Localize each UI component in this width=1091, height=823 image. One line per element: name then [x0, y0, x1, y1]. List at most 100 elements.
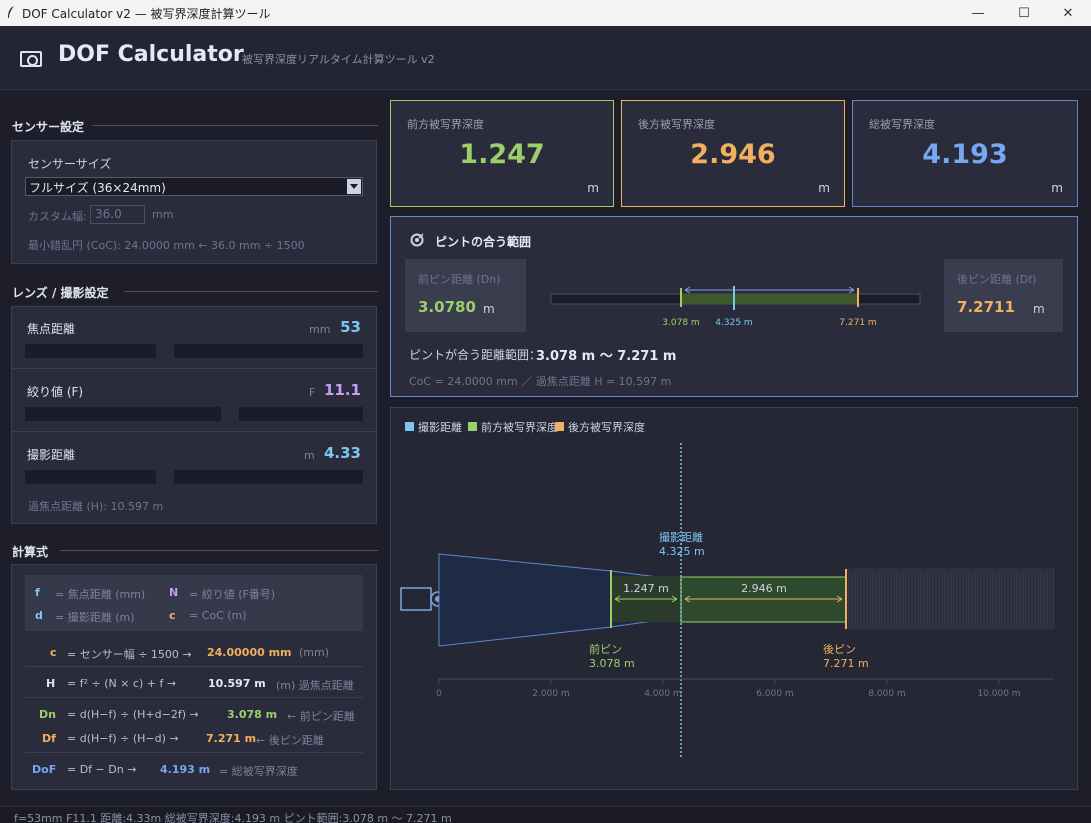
app-header: DOF Calculator 被写界深度リアルタイム計算ツール v2 [0, 26, 1091, 90]
symbol-d-desc: = 撮影距離 (m) [55, 611, 135, 624]
formula-expression: = センサー幅 ÷ 1500 → [67, 648, 192, 661]
rear-length-label: 2.946 m [741, 582, 787, 595]
near-focus-label: 前ピン距離 (Dn) [418, 273, 501, 286]
axis-tick-label: 6.000 m [756, 689, 793, 699]
custom-width-unit: mm [152, 208, 174, 221]
symbol-c: c [169, 609, 176, 622]
camera-body-icon [400, 587, 432, 611]
window-title: DOF Calculator v2 — 被写界深度計算ツール [22, 7, 271, 21]
total-dof-card: 総被写界深度 4.193 m [852, 100, 1078, 207]
formula-note: (m) 過焦点距離 [276, 679, 354, 692]
dof-diagram-panel: 撮影距離 前方被写界深度 後方被写界深度 1.247 m 2.946 m 撮影距… [390, 407, 1078, 790]
focal-length-slider-track[interactable] [174, 344, 363, 358]
formula-expression: = f² ÷ (N × c) + f → [67, 677, 177, 690]
legend-swatch-front [468, 422, 477, 431]
legend-rear: 後方被写界深度 [568, 420, 645, 434]
sensor-size-label: センサーサイズ [28, 157, 112, 171]
front-length-label: 1.247 m [623, 582, 669, 595]
sensor-size-select[interactable]: フルサイズ (36×24mm) [25, 177, 363, 196]
legend-front: 前方被写界深度 [481, 420, 558, 434]
app-subtitle: 被写界深度リアルタイム計算ツール v2 [242, 53, 435, 66]
focus-range-title: ピントの合う範囲 [435, 235, 532, 249]
beyond-far-hatch [847, 568, 1055, 630]
in-focus-range [681, 294, 858, 304]
total-dof-unit: m [1051, 181, 1063, 195]
focal-length-label: 焦点距離 [27, 322, 76, 336]
axis-tick-label: 4.000 m [644, 689, 681, 699]
status-bar: f=53mm F11.1 距離:4.33m 総被写界深度:4.193 m ピント… [0, 806, 1091, 823]
aperture-value: 11.1 [323, 381, 361, 399]
arrow-head-icon [614, 595, 678, 603]
distance-slider-track[interactable] [25, 470, 156, 484]
custom-width-input[interactable]: 36.0 [90, 205, 145, 224]
arrow-head-icon [684, 286, 855, 294]
minimize-button[interactable]: — [971, 5, 985, 21]
axis-tick-label: 8.000 m [868, 689, 905, 699]
aperture-unit: F [309, 386, 316, 399]
formula-symbol: Df [42, 732, 56, 745]
window-titlebar: DOF Calculator v2 — 被写界深度計算ツール — ☐ ✕ [0, 0, 1091, 26]
focal-length-unit: mm [309, 323, 331, 336]
hyperfocal-text: 過焦点距離 (H): 10.597 m [28, 500, 164, 513]
far-limit-value: 7.271 m [823, 657, 869, 670]
focal-length-slider-track[interactable] [25, 344, 156, 358]
symbol-c-desc: = CoC (m) [189, 609, 247, 622]
far-focus-box: 後ピン距離 (Df) 7.2711 m [944, 259, 1063, 332]
divider [92, 125, 378, 126]
aperture-slider-track[interactable] [239, 407, 363, 421]
app-title: DOF Calculator [58, 42, 244, 67]
range-footer: CoC = 24.0000 mm ／ 過焦点距離 H = 10.597 m [409, 375, 672, 388]
span-value: 3.078 m 〜 7.271 m [536, 349, 677, 364]
aperture-slider-track[interactable] [25, 407, 221, 421]
formula-note: ← 後ピン距離 [256, 734, 324, 747]
distance-control: 撮影距離 m 4.33 [11, 432, 377, 495]
focus-range-panel: ピントの合う範囲 前ピン距離 (Dn) 3.0780 m 後ピン距離 (Df) … [390, 216, 1078, 397]
formula-symbol: H [46, 677, 56, 690]
far-focus-value: 7.2711 [957, 298, 1015, 316]
rear-dof-value: 2.946 [690, 139, 776, 170]
near-focus-value: 3.0780 [418, 298, 476, 316]
legend-swatch-distance [405, 422, 414, 431]
formula-expression: = Df − Dn → [67, 763, 137, 776]
focus-distance-label: 撮影距離 [659, 530, 703, 544]
front-dof-card: 前方被写界深度 1.247 m [390, 100, 614, 207]
chevron-down-icon[interactable] [347, 179, 361, 194]
near-focus-unit: m [483, 302, 495, 316]
rear-dof-card: 後方被写界深度 2.946 m [621, 100, 845, 207]
custom-width-label: カスタム幅: [28, 210, 87, 223]
formula-symbol: Dn [39, 708, 56, 721]
distance-label: 撮影距離 [27, 448, 76, 462]
focus-range-bar: 3.078 m 4.325 m 7.271 m [550, 286, 921, 328]
distance-slider-track[interactable] [174, 470, 363, 484]
arrow-head-icon [684, 595, 843, 603]
sensor-section-title: センサー設定 [12, 120, 85, 134]
focus-distance-value: 4.325 m [659, 545, 705, 558]
front-dof-unit: m [587, 181, 599, 195]
sensor-size-value: フルサイズ (36×24mm) [29, 181, 166, 195]
symbol-n-desc: = 絞り値 (F番号) [189, 588, 276, 601]
legend-distance: 撮影距離 [418, 420, 462, 434]
formula-result: 3.078 m [227, 708, 278, 721]
rear-dof-label: 後方被写界深度 [638, 118, 715, 131]
near-focus-box: 前ピン距離 (Dn) 3.0780 m [405, 259, 526, 332]
sensor-panel [11, 140, 377, 264]
focal-length-control: 焦点距離 mm 53 [11, 306, 377, 369]
formula-symbol: DoF [32, 763, 57, 776]
maximize-button[interactable]: ☐ [1018, 5, 1030, 21]
symbol-d: d [35, 609, 43, 622]
distance-value: 4.33 [323, 444, 361, 462]
divider [25, 697, 363, 698]
formula-note: = 総被写界深度 [219, 765, 298, 778]
axis-tick-label: 2.000 m [532, 689, 569, 699]
close-button[interactable]: ✕ [1062, 5, 1074, 21]
dof-diagram: 撮影距離 前方被写界深度 後方被写界深度 1.247 m 2.946 m 撮影距… [400, 420, 1055, 758]
total-dof-value: 4.193 [922, 139, 1008, 170]
divider [60, 550, 378, 551]
formula-result: 10.597 m [208, 677, 266, 690]
formula-expression: = d(H−f) ÷ (H−d) → [67, 732, 179, 745]
divider [25, 666, 363, 667]
formula-result: 24.00000 mm [207, 646, 292, 659]
symbol-f-desc: = 焦点距離 (mm) [55, 588, 146, 601]
distance-unit: m [304, 449, 315, 462]
far-bar-label: 7.271 m [839, 318, 876, 328]
